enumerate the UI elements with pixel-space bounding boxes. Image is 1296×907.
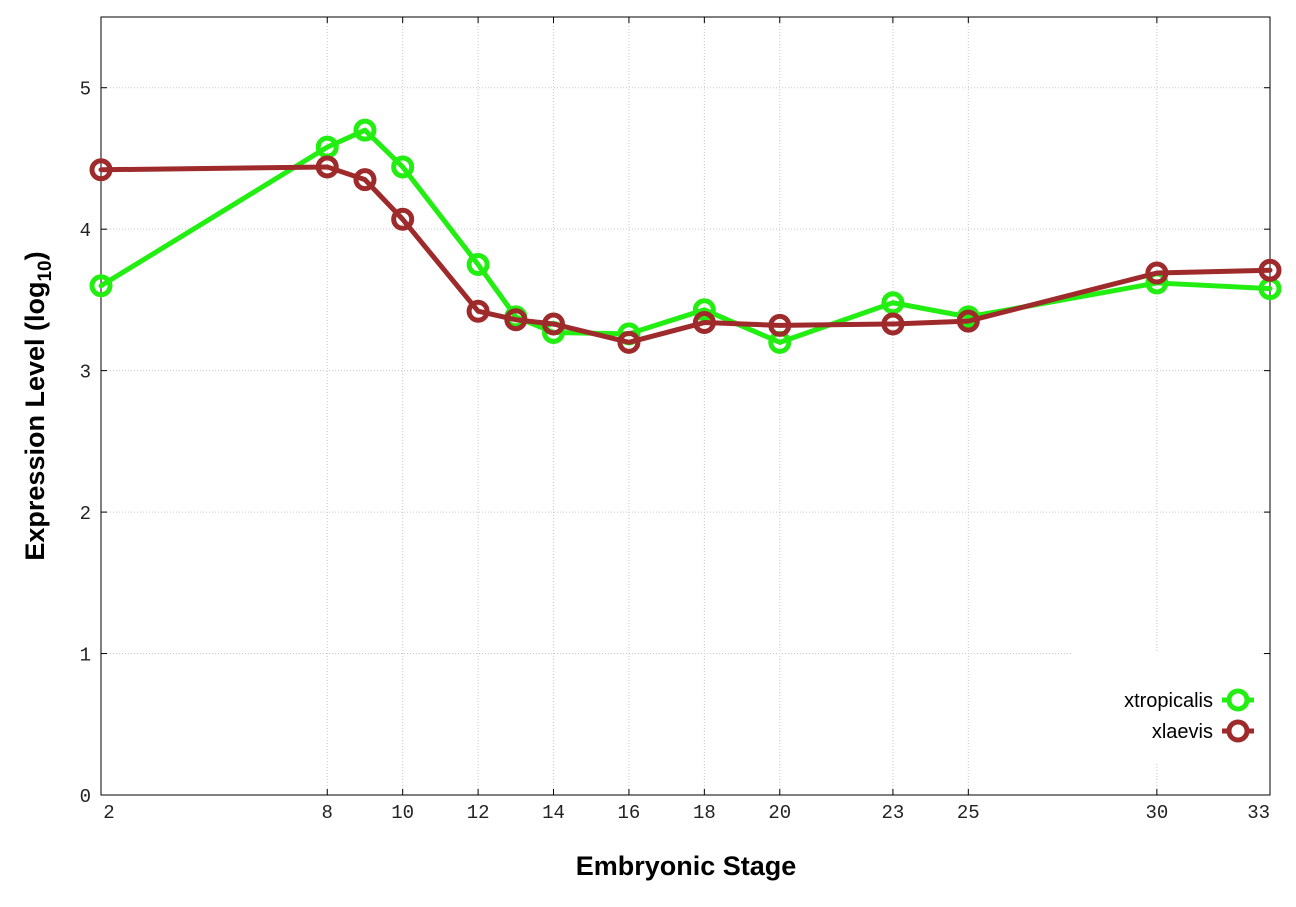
x-tick-label: 10 bbox=[391, 802, 414, 824]
legend: xtropicalis xlaevis bbox=[1072, 652, 1262, 762]
y-axis-title-suffix: ) bbox=[20, 251, 50, 260]
data-point-xlaevis bbox=[692, 311, 716, 335]
data-point-xtropicalis bbox=[89, 274, 113, 298]
data-point-xtropicalis bbox=[881, 291, 905, 315]
data-point-xlaevis bbox=[881, 312, 905, 336]
data-point-xtropicalis bbox=[353, 118, 377, 142]
series-group bbox=[89, 118, 1282, 354]
data-point-xlaevis bbox=[315, 155, 339, 179]
data-point-xtropicalis bbox=[315, 135, 339, 159]
data-point-xlaevis bbox=[466, 299, 490, 323]
data-point-xlaevis bbox=[1258, 258, 1282, 282]
series-xtropicalis bbox=[89, 118, 1282, 354]
data-point-xlaevis bbox=[504, 308, 528, 332]
legend-marker-swatch bbox=[1226, 719, 1250, 743]
y-tick-label: 0 bbox=[80, 786, 91, 808]
x-tick-label: 33 bbox=[1247, 802, 1270, 824]
x-tick-label: 20 bbox=[768, 802, 791, 824]
x-tick-label: 18 bbox=[693, 802, 716, 824]
y-tick-label: 2 bbox=[80, 503, 91, 525]
y-axis-title-subscript: 10 bbox=[35, 260, 56, 281]
data-point-xlaevis bbox=[617, 330, 641, 354]
data-point-xlaevis bbox=[391, 207, 415, 231]
y-tick-label: 4 bbox=[80, 220, 91, 242]
legend-label: xlaevis bbox=[1152, 721, 1213, 743]
y-tick-label: 3 bbox=[80, 362, 91, 384]
data-point-xlaevis bbox=[89, 158, 113, 182]
data-point-xtropicalis bbox=[391, 155, 415, 179]
x-axis-title: Embryonic Stage bbox=[576, 851, 797, 881]
data-point-xlaevis bbox=[542, 312, 566, 336]
x-tick-label: 2 bbox=[103, 802, 114, 824]
data-point-xlaevis bbox=[768, 313, 792, 337]
x-tick-label: 25 bbox=[957, 802, 980, 824]
y-tick-label: 5 bbox=[80, 79, 91, 101]
x-tick-label: 16 bbox=[618, 802, 641, 824]
plot-frame bbox=[100, 16, 1271, 796]
x-tick-label: 14 bbox=[542, 802, 565, 824]
legend-label: xtropicalis bbox=[1124, 690, 1213, 712]
data-point-xlaevis bbox=[956, 309, 980, 333]
y-axis-title-main: Expression Level (log bbox=[20, 282, 50, 561]
data-point-xtropicalis bbox=[692, 298, 716, 322]
grid bbox=[101, 17, 1270, 795]
legend-item-xtropicalis: xtropicalis bbox=[1124, 688, 1254, 712]
x-tick-label: 30 bbox=[1145, 802, 1168, 824]
data-point-xlaevis bbox=[1145, 261, 1169, 285]
series-xlaevis bbox=[89, 155, 1282, 354]
data-point-xtropicalis bbox=[466, 253, 490, 277]
y-axis-title: Expression Level (log10) bbox=[20, 251, 56, 560]
x-tick-label: 23 bbox=[881, 802, 904, 824]
y-tick-label: 1 bbox=[80, 645, 91, 667]
series-line-xtropicalis bbox=[98, 127, 1273, 345]
x-tick-label: 12 bbox=[467, 802, 490, 824]
data-point-xlaevis bbox=[353, 168, 377, 192]
legend-item-xlaevis: xlaevis bbox=[1152, 719, 1254, 743]
data-point-xtropicalis bbox=[1258, 277, 1282, 301]
x-tick-label: 8 bbox=[322, 802, 333, 824]
legend-marker-swatch bbox=[1226, 688, 1250, 712]
